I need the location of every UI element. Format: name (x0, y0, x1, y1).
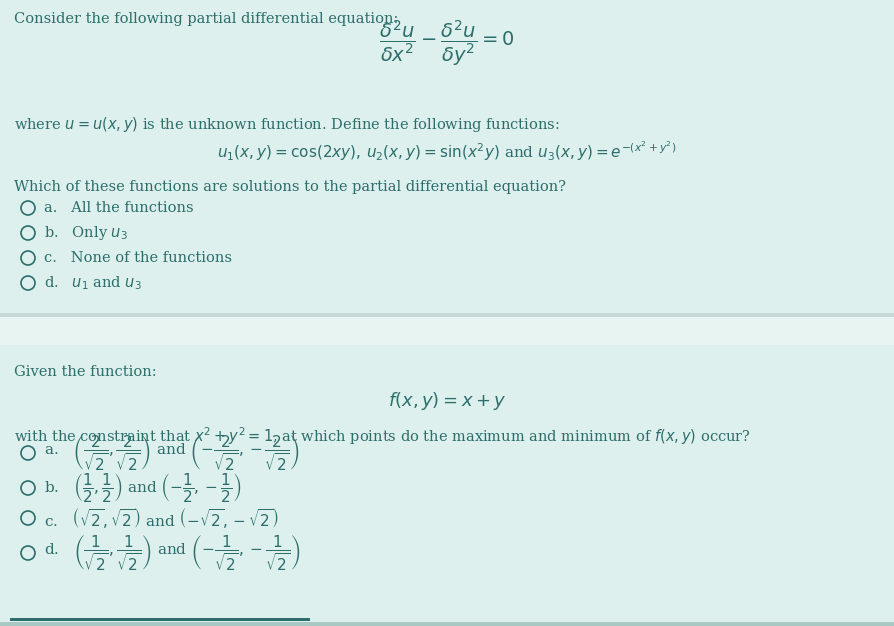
Text: Which of these functions are solutions to the partial differential equation?: Which of these functions are solutions t… (14, 180, 565, 194)
Bar (10, 618, 309, 621)
Bar (0, 315, 894, 345)
Text: $u_1(x, y) = \cos(2xy),\, u_2(x, y) = \sin(x^2 y)$ and $u_3(x, y) = e^{-(x^2+y^2: $u_1(x, y) = \cos(2xy),\, u_2(x, y) = \s… (217, 139, 676, 163)
Bar (0, 622, 894, 626)
Text: b.   $\left(\dfrac{1}{2}, \dfrac{1}{2}\right)$ and $\left(-\dfrac{1}{2}, -\dfrac: b. $\left(\dfrac{1}{2}, \dfrac{1}{2}\rig… (44, 471, 241, 505)
Text: where $u = u(x, y)$ is the unknown function. Define the following functions:: where $u = u(x, y)$ is the unknown funct… (14, 115, 559, 134)
Text: d.   $u_1$ and $u_3$: d. $u_1$ and $u_3$ (44, 274, 142, 292)
Text: Given the function:: Given the function: (14, 365, 156, 379)
Text: c.   None of the functions: c. None of the functions (44, 251, 232, 265)
Bar (0, 313, 894, 317)
Text: Consider the following partial differential equation:: Consider the following partial different… (14, 12, 398, 26)
Text: a.   $\left(\dfrac{2}{\sqrt{2}}, \dfrac{2}{\sqrt{2}}\right)$ and $\left(-\dfrac{: a. $\left(\dfrac{2}{\sqrt{2}}, \dfrac{2}… (44, 433, 299, 473)
Text: a.   All the functions: a. All the functions (44, 201, 193, 215)
Text: with the constraint that $x^2 + y^2 = 1$, at which points do the maximum and min: with the constraint that $x^2 + y^2 = 1$… (14, 425, 750, 447)
Text: d.   $\left(\dfrac{1}{\sqrt{2}}, \dfrac{1}{\sqrt{2}}\right)$ and $\left(-\dfrac{: d. $\left(\dfrac{1}{\sqrt{2}}, \dfrac{1}… (44, 533, 300, 573)
Text: $\dfrac{\delta^2 u}{\delta x^2} - \dfrac{\delta^2 u}{\delta y^2} = 0$: $\dfrac{\delta^2 u}{\delta x^2} - \dfrac… (379, 18, 514, 68)
Text: b.   Only $u_3$: b. Only $u_3$ (44, 224, 128, 242)
Text: $f(x, y) = x + y$: $f(x, y) = x + y$ (387, 390, 506, 412)
Text: c.   $\left(\sqrt{2}, \sqrt{2}\right)$ and $\left(-\sqrt{2}, -\sqrt{2}\right)$: c. $\left(\sqrt{2}, \sqrt{2}\right)$ and… (44, 506, 279, 530)
